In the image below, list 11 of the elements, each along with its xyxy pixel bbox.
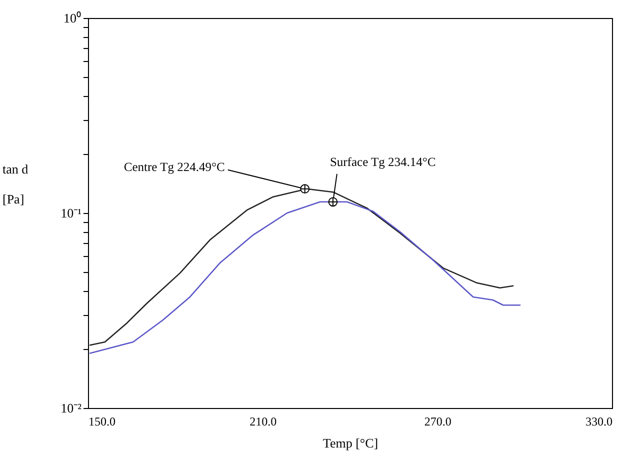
x-tick-label: 150.0: [88, 414, 116, 428]
x-tick-label: 210.0: [250, 414, 277, 428]
y-tick-label: 10⁻¹: [60, 206, 82, 220]
x-axis-title: Temp [°C]: [322, 436, 378, 450]
x-tick-label: 270.0: [424, 414, 452, 428]
y-axis-title: tan d [Pa]: [2, 162, 29, 206]
y-tick-label: 10⁰: [64, 10, 82, 26]
y-tick-label: 10⁻²: [60, 400, 82, 416]
annotation: Surface Tg 234.14°C: [330, 154, 436, 169]
x-tick-label: 330.0: [586, 414, 612, 428]
annotation: Centre Tg 224.49°C: [124, 160, 225, 174]
